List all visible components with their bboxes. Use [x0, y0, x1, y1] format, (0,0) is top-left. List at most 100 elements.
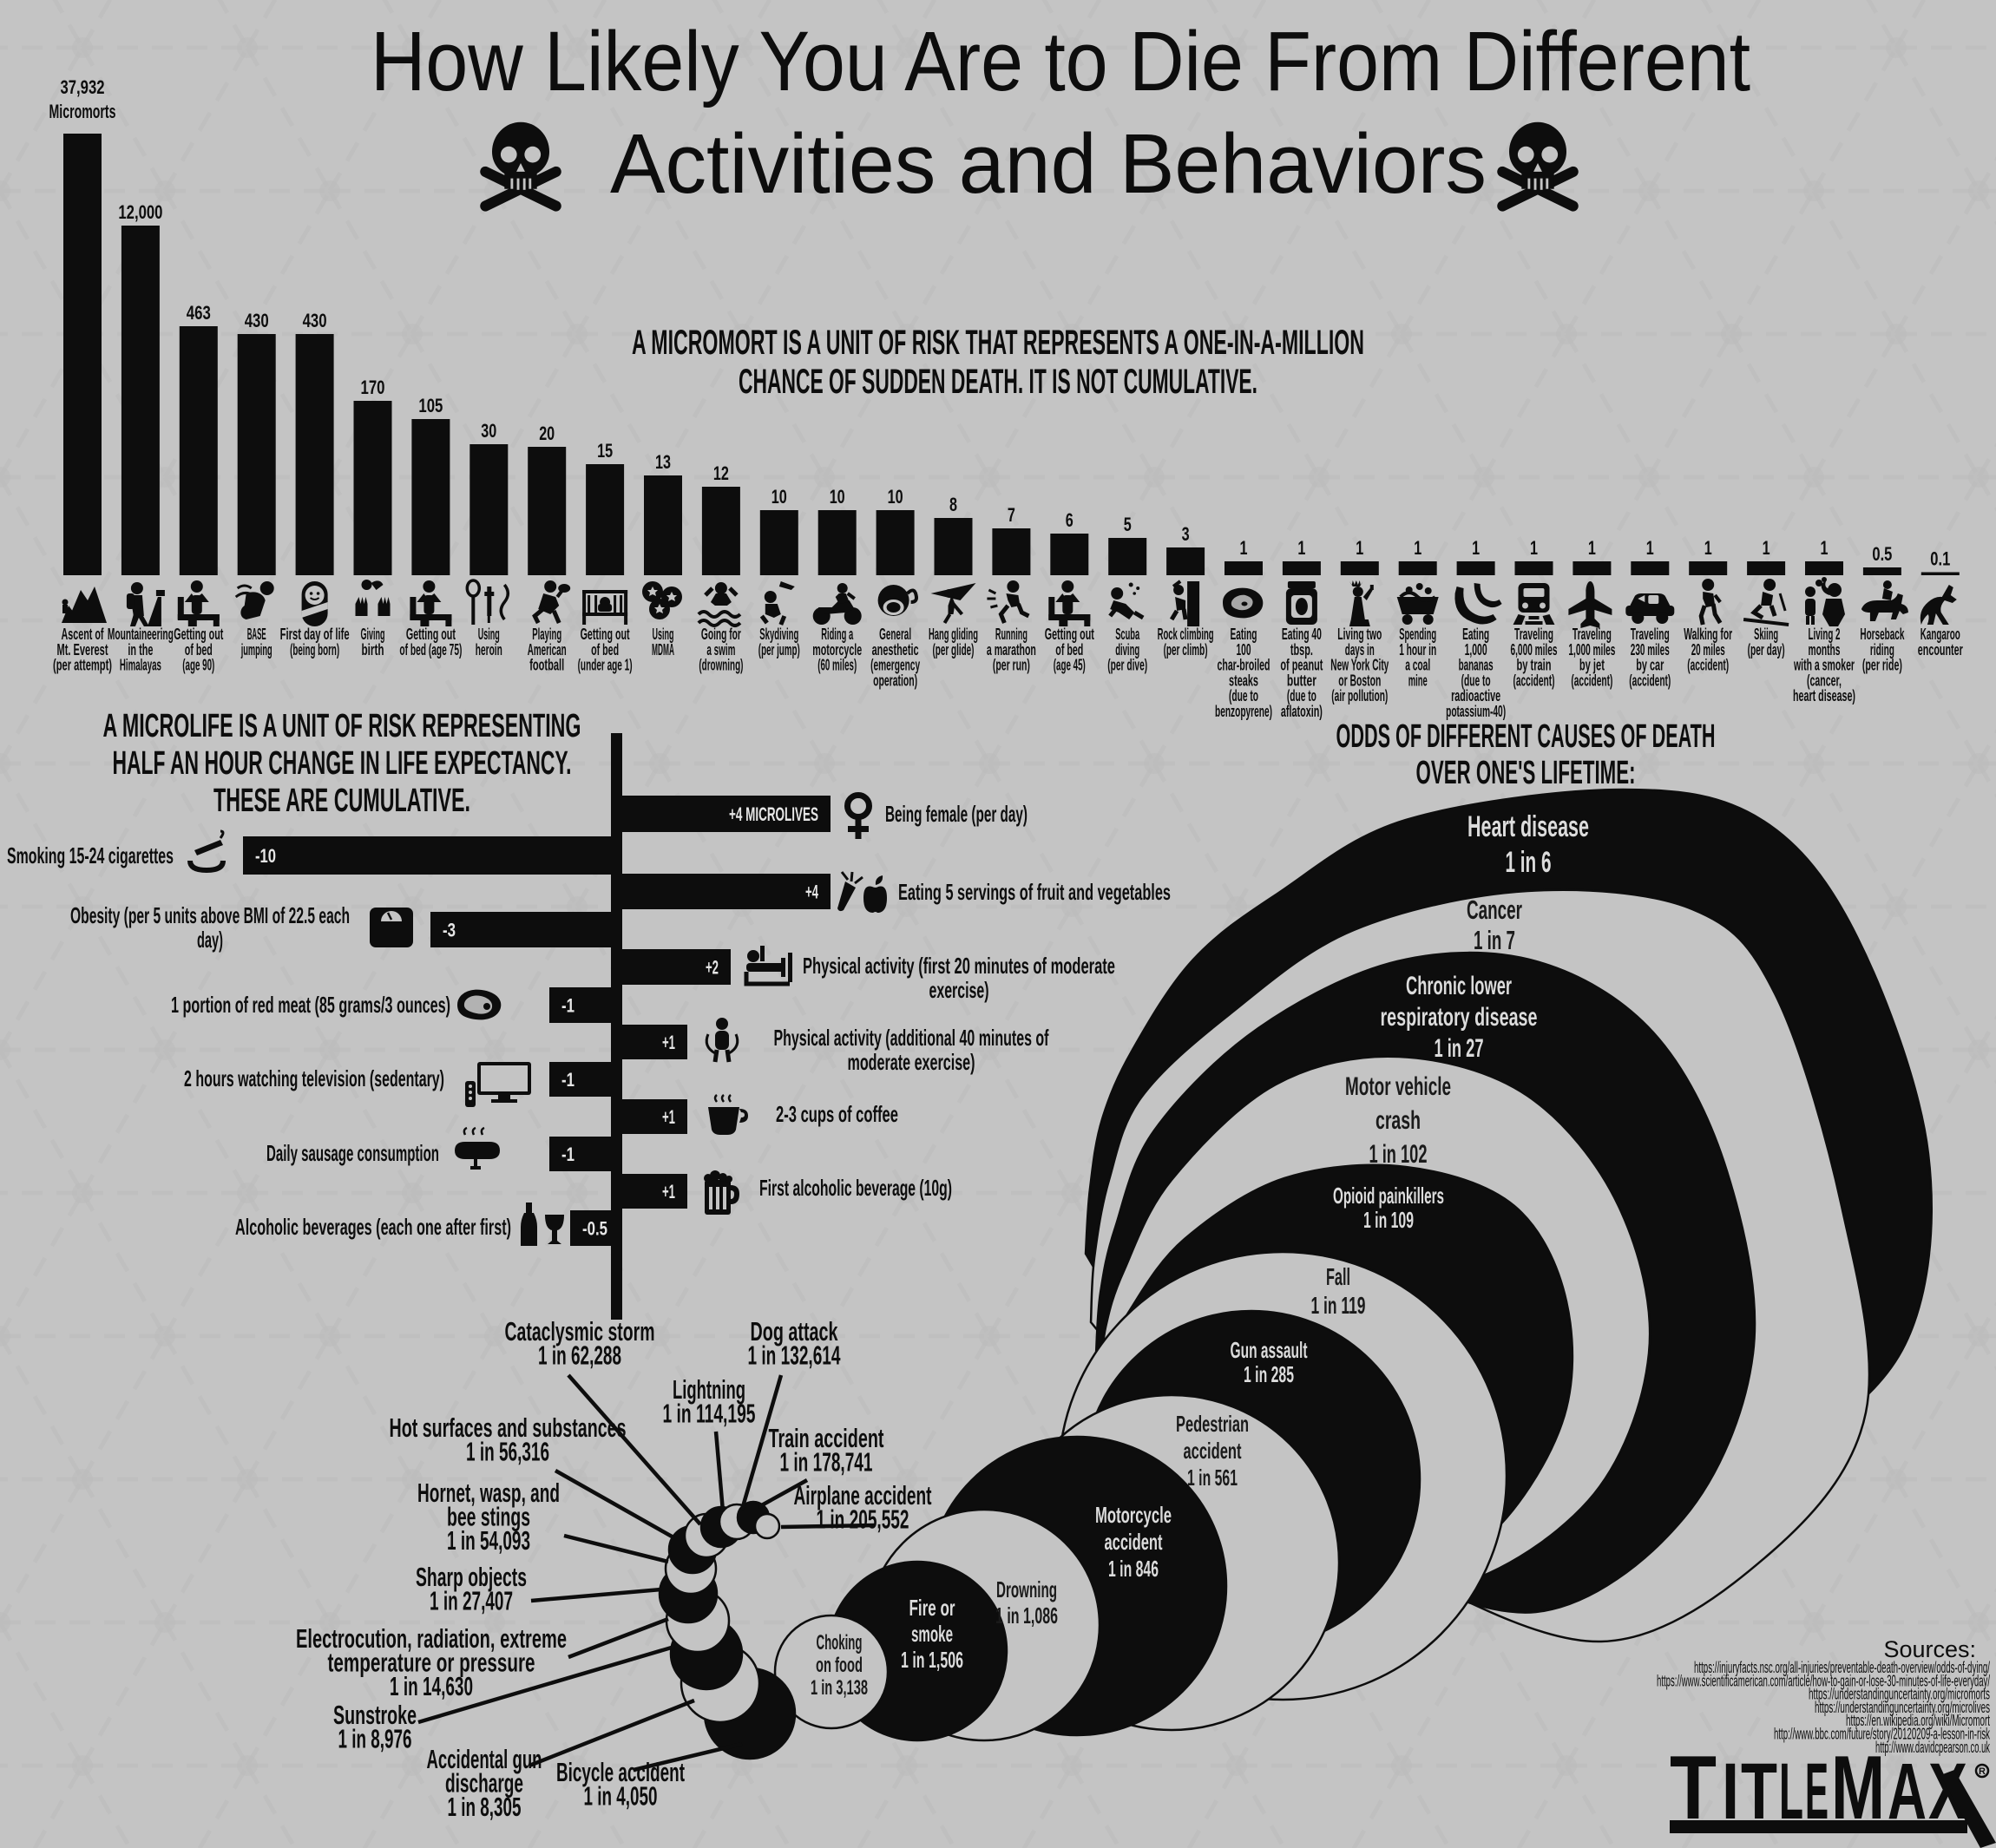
svg-text:Opioid painkillers: Opioid painkillers — [1333, 1183, 1444, 1209]
svg-text:(under age 1): (under age 1) — [578, 657, 633, 674]
svg-text:Hot surfaces and substances: Hot surfaces and substances — [390, 1412, 627, 1443]
svg-text:+1: +1 — [662, 1032, 675, 1053]
svg-text:1 in 27: 1 in 27 — [1435, 1034, 1484, 1063]
svg-text:12,000: 12,000 — [118, 201, 162, 223]
svg-text:1 in 561: 1 in 561 — [1187, 1465, 1238, 1491]
svg-text:Getting out: Getting out — [581, 626, 630, 643]
svg-text:steaks: steaks — [1229, 672, 1258, 689]
svg-text:0.1: 0.1 — [1930, 548, 1950, 570]
svg-text:Eating 40: Eating 40 — [1282, 626, 1322, 643]
svg-text:3: 3 — [1182, 523, 1190, 545]
svg-text:Smoking 15-24 cigarettes: Smoking 15-24 cigarettes — [7, 842, 174, 868]
svg-text:2-3 cups of coffee: 2-3 cups of coffee — [776, 1101, 898, 1127]
svg-text:football: football — [529, 657, 564, 674]
svg-text:by car: by car — [1636, 657, 1664, 674]
svg-text:10: 10 — [771, 486, 787, 508]
svg-text:1 hour in: 1 hour in — [1399, 641, 1436, 659]
svg-text:OVER ONE'S LIFETIME:: OVER ONE'S LIFETIME: — [1416, 755, 1636, 791]
svg-text:Spending: Spending — [1399, 626, 1436, 643]
svg-text:smoke: smoke — [911, 1621, 953, 1647]
svg-text:(accident): (accident) — [1571, 672, 1612, 689]
svg-text:1: 1 — [1530, 537, 1538, 559]
svg-text:Airplane accident: Airplane accident — [794, 1480, 932, 1511]
svg-text:moderate exercise): moderate exercise) — [848, 1049, 975, 1075]
svg-text:motorcycle: motorcycle — [812, 641, 862, 659]
svg-text:accident: accident — [1184, 1438, 1242, 1464]
svg-text:(per dive): (per dive) — [1107, 657, 1147, 674]
svg-text:R: R — [1979, 1766, 1986, 1777]
svg-text:(cancer,: (cancer, — [1807, 672, 1842, 689]
svg-text:(due to: (due to — [1287, 687, 1316, 704]
svg-text:on food: on food — [816, 1654, 863, 1677]
svg-text:Riding a: Riding a — [821, 626, 854, 643]
svg-text:Hang gliding: Hang gliding — [929, 626, 978, 643]
svg-text:Eating: Eating — [1231, 626, 1257, 643]
svg-text:463: 463 — [187, 302, 211, 324]
svg-text:char-broiled: char-broiled — [1218, 657, 1270, 674]
svg-text:100: 100 — [1237, 641, 1251, 659]
svg-text:https://injuryfacts.nsc.org/al: https://injuryfacts.nsc.org/all-injuries… — [1694, 1659, 1990, 1676]
svg-text:a coal: a coal — [1405, 657, 1430, 674]
svg-text:A MICROMORT IS A UNIT OF RISK: A MICROMORT IS A UNIT OF RISK THAT REPRE… — [632, 324, 1364, 362]
svg-text:1 in 56,316: 1 in 56,316 — [466, 1437, 549, 1467]
svg-text:Eating: Eating — [1462, 626, 1489, 643]
svg-text:a swim: a swim — [706, 641, 735, 659]
svg-text:Living two: Living two — [1337, 626, 1382, 643]
svg-text:days in: days in — [1345, 641, 1375, 659]
svg-text:day): day) — [197, 927, 223, 953]
svg-text:aflatoxin): aflatoxin) — [1281, 703, 1323, 720]
svg-text:I: I — [1722, 1747, 1739, 1836]
svg-text:radioactive: radioactive — [1451, 687, 1500, 704]
svg-text:1: 1 — [1297, 537, 1305, 559]
svg-text:1,000: 1,000 — [1465, 641, 1487, 659]
svg-text:5: 5 — [1124, 514, 1132, 535]
svg-text:Hornet, wasp, and: Hornet, wasp, and — [417, 1478, 560, 1508]
svg-text:Lightning: Lightning — [673, 1374, 745, 1405]
svg-text:Getting out: Getting out — [174, 626, 223, 643]
svg-text:1 in 62,288: 1 in 62,288 — [538, 1340, 621, 1371]
svg-text:1 in 132,614: 1 in 132,614 — [748, 1340, 841, 1371]
svg-text:Motor vehicle: Motor vehicle — [1345, 1072, 1451, 1101]
svg-text:Running: Running — [995, 626, 1028, 643]
svg-text:1 in 102: 1 in 102 — [1369, 1140, 1428, 1169]
svg-text:+4: +4 — [805, 881, 818, 903]
svg-text:https://understandinguncertain: https://understandinguncertainty.org/mic… — [1809, 1686, 1990, 1703]
svg-text:Cataclysmic storm: Cataclysmic storm — [505, 1316, 655, 1347]
svg-text:Traveling: Traveling — [1573, 626, 1612, 643]
svg-text:heart disease): heart disease) — [1793, 687, 1855, 704]
svg-text:Choking: Choking — [817, 1631, 863, 1655]
svg-text:1: 1 — [1704, 537, 1712, 559]
svg-text:1 in 109: 1 in 109 — [1363, 1207, 1414, 1233]
svg-text:37,932: 37,932 — [61, 76, 105, 98]
svg-text:Fire or: Fire or — [909, 1595, 955, 1621]
svg-text:1 in 8,305: 1 in 8,305 — [448, 1792, 522, 1822]
svg-text:temperature or pressure: temperature or pressure — [328, 1648, 535, 1678]
svg-text:1: 1 — [1821, 537, 1829, 559]
svg-text:-10: -10 — [255, 845, 276, 867]
svg-text:in the: in the — [128, 641, 153, 659]
svg-text:(per ride): (per ride) — [1862, 657, 1902, 674]
svg-text:1 in 7: 1 in 7 — [1474, 925, 1515, 955]
svg-text:Accidental gun: Accidental gun — [427, 1744, 542, 1774]
svg-text:(per jump): (per jump) — [758, 641, 800, 659]
svg-text:Cancer: Cancer — [1467, 895, 1522, 925]
svg-text:1 in 1,086: 1 in 1,086 — [995, 1602, 1058, 1628]
svg-text:20: 20 — [539, 423, 555, 444]
svg-text:(due to: (due to — [1229, 687, 1258, 704]
svg-text:(60 miles): (60 miles) — [817, 657, 857, 674]
svg-text:Getting out: Getting out — [1045, 626, 1094, 643]
svg-text:-3: -3 — [443, 920, 456, 941]
svg-text:Ascent of: Ascent of — [62, 626, 105, 643]
svg-text:10: 10 — [888, 486, 903, 508]
svg-text:1,000 miles: 1,000 miles — [1568, 641, 1615, 659]
svg-text:Kangaroo: Kangaroo — [1920, 626, 1960, 643]
svg-text:430: 430 — [303, 310, 327, 331]
svg-text:1 in 178,741: 1 in 178,741 — [780, 1447, 873, 1478]
svg-text:American: American — [528, 641, 567, 659]
svg-text:anesthetic: anesthetic — [872, 641, 919, 659]
svg-text:Being female (per day): Being female (per day) — [885, 801, 1028, 827]
svg-text:Sunstroke: Sunstroke — [333, 1700, 417, 1730]
svg-text:Using: Using — [653, 626, 674, 643]
svg-text:8: 8 — [949, 494, 957, 515]
svg-text:-1: -1 — [561, 995, 575, 1017]
